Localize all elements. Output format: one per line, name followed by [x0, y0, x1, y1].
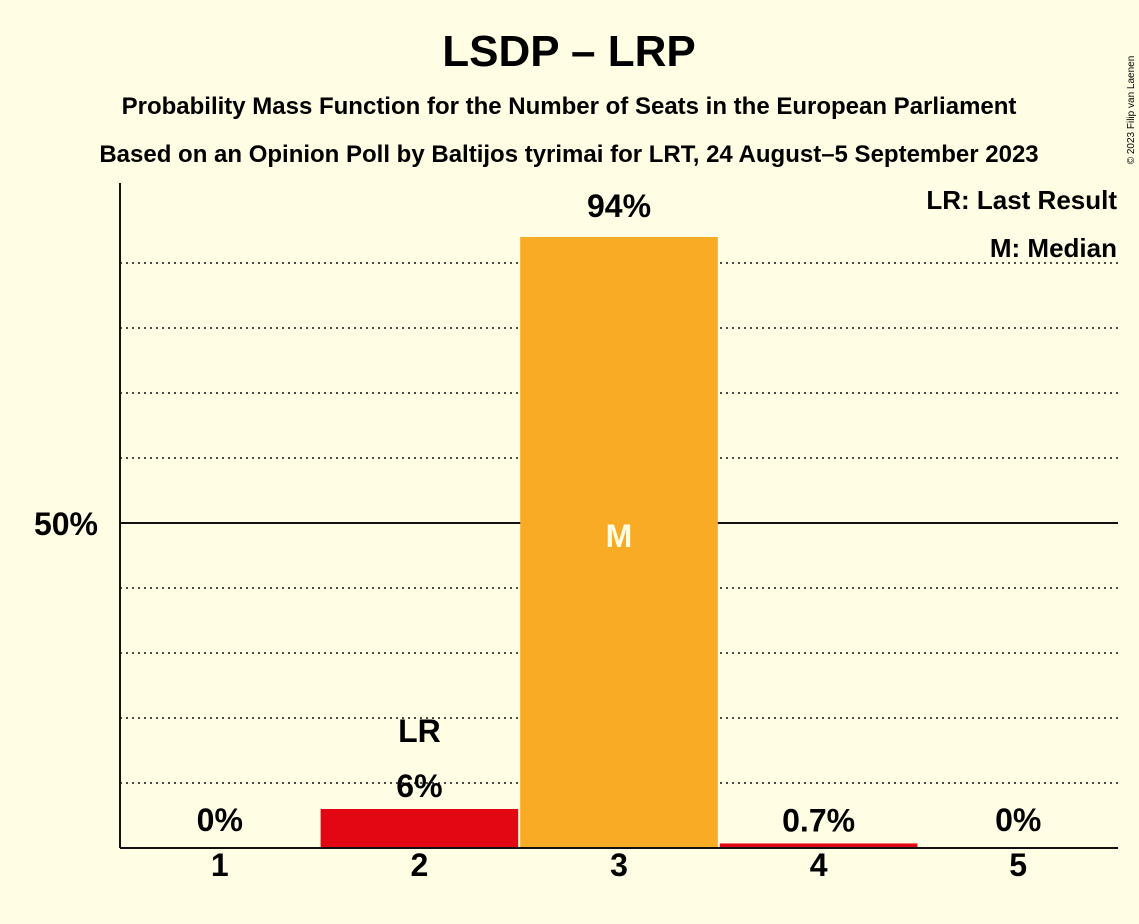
- bars: [320, 237, 918, 848]
- y-tick-label: 50%: [34, 506, 98, 542]
- x-tick-label: 3: [610, 847, 628, 883]
- bar: [320, 809, 519, 848]
- last-result-marker: LR: [398, 713, 441, 749]
- x-tick-label: 4: [810, 847, 828, 883]
- data-label: 6%: [396, 768, 442, 804]
- bar: [520, 237, 718, 848]
- x-tick-label: 2: [411, 847, 429, 883]
- bar: [719, 843, 918, 848]
- data-label: 94%: [587, 188, 651, 224]
- legend-median: M: Median: [990, 233, 1117, 263]
- chart-title: LSDP – LRP: [442, 27, 695, 76]
- bar-labels: 0% 6% LR 94% M 0.7% 0%: [197, 188, 1042, 838]
- median-marker: M: [606, 518, 633, 554]
- chart-subtitle-line1: Probability Mass Function for the Number…: [122, 93, 1017, 120]
- data-label: 0%: [995, 802, 1041, 838]
- data-label: 0.7%: [782, 802, 855, 838]
- copyright-notice: © 2023 Filip van Laenen: [1126, 56, 1137, 165]
- x-tick-label: 5: [1009, 847, 1027, 883]
- axes: 50% 1 2 3 4 5: [34, 183, 1118, 883]
- chart-subtitle-line2: Based on an Opinion Poll by Baltijos tyr…: [99, 141, 1038, 168]
- data-label: 0%: [197, 802, 243, 838]
- legend-last-result: LR: Last Result: [926, 185, 1117, 215]
- x-tick-label: 1: [211, 847, 229, 883]
